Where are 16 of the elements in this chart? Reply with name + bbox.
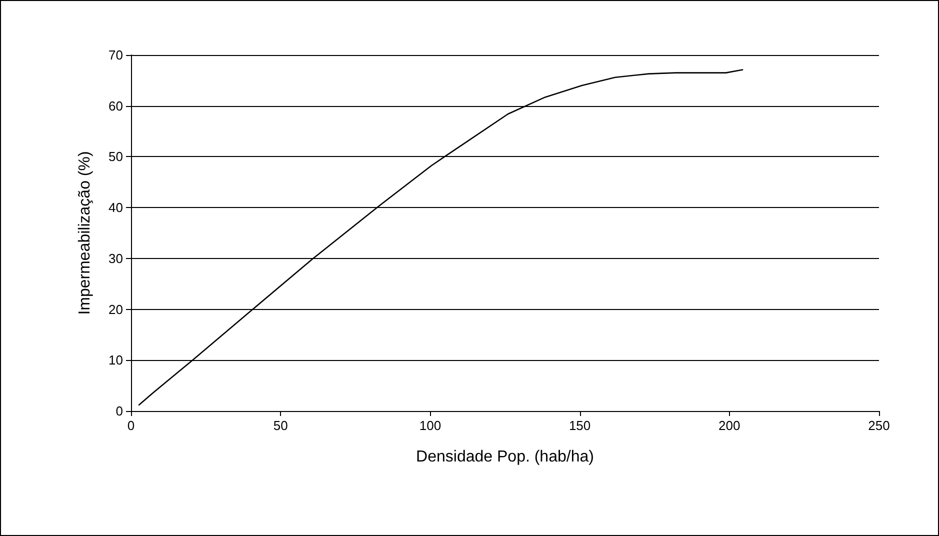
y-axis-title: Impermeabilização (%) <box>76 151 94 315</box>
x-tick-label: 100 <box>419 418 442 433</box>
x-tick-label: 150 <box>568 418 591 433</box>
y-tick-label: 40 <box>108 200 123 216</box>
y-tick-label: 50 <box>108 149 123 164</box>
x-tick-label: 250 <box>868 418 890 433</box>
x-tick-label: 200 <box>718 418 740 433</box>
y-tick-label: 10 <box>108 352 123 368</box>
x-tick-label: 50 <box>273 418 288 433</box>
y-tick-label: 70 <box>108 48 123 62</box>
y-tick-label: 20 <box>108 302 123 317</box>
x-axis-title: Densidade Pop. (hab/ha) <box>416 448 594 466</box>
x-tick-label: 0 <box>127 418 135 433</box>
y-tick-label: 60 <box>108 98 123 114</box>
y-tick-label: 30 <box>108 250 123 266</box>
y-tick-label: 0 <box>116 404 123 418</box>
